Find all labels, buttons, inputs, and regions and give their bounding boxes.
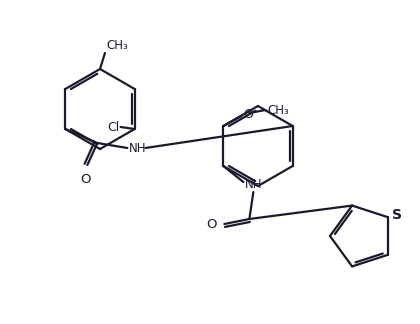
Text: CH₃: CH₃ bbox=[106, 39, 128, 52]
Text: O: O bbox=[243, 108, 253, 121]
Text: NH: NH bbox=[245, 178, 263, 191]
Text: NH: NH bbox=[129, 142, 147, 155]
Text: CH₃: CH₃ bbox=[268, 103, 289, 117]
Text: O: O bbox=[206, 217, 216, 230]
Text: Cl: Cl bbox=[108, 121, 120, 133]
Text: O: O bbox=[80, 173, 91, 186]
Text: S: S bbox=[392, 208, 402, 222]
